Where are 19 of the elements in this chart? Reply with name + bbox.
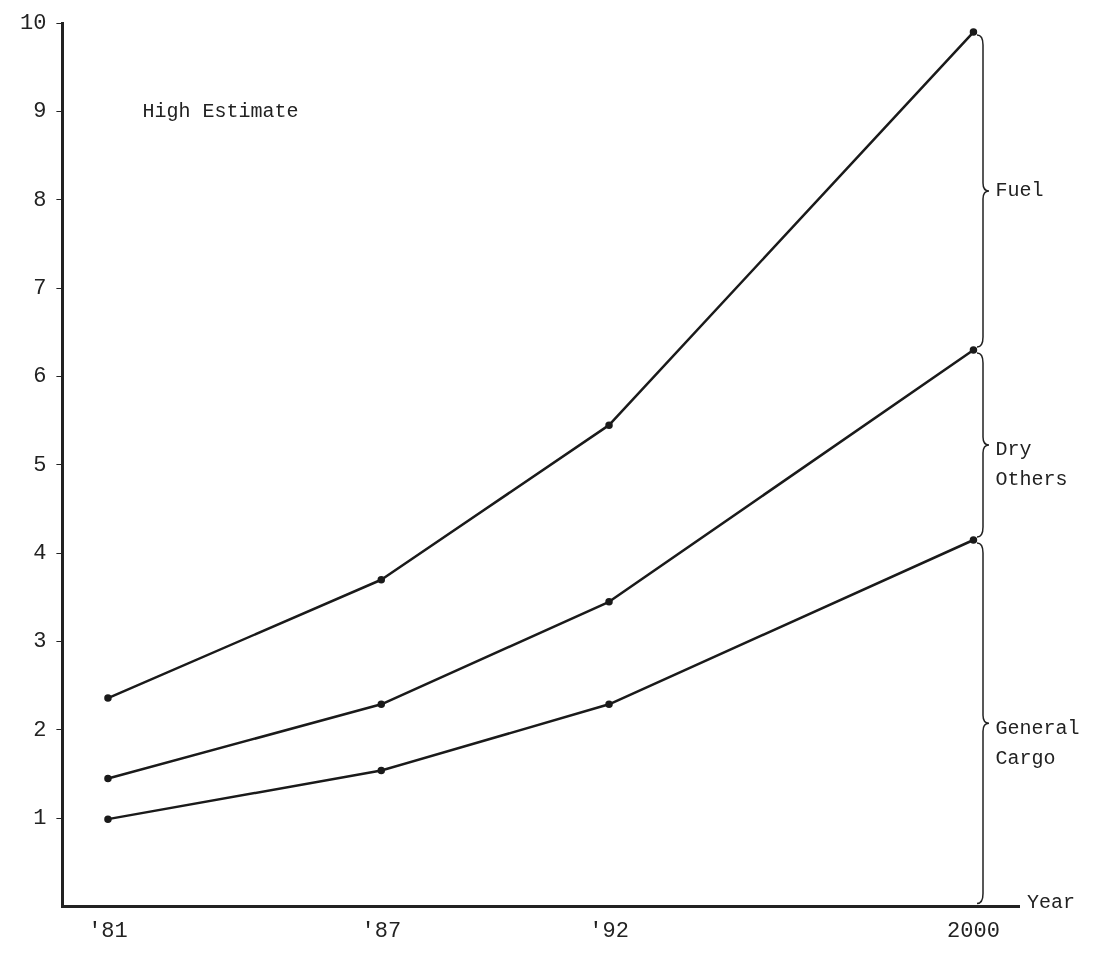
y-tick-label: 8 <box>33 187 47 213</box>
annotation: High Estimate <box>142 99 299 123</box>
y-tick-label: 5 <box>33 452 47 478</box>
annotation: Fuel <box>995 179 1044 203</box>
y-tick-label: 1 <box>33 806 47 832</box>
x-tick-label: '92 <box>589 918 629 944</box>
annotation: General Cargo <box>995 716 1080 770</box>
x-tick-label: '87 <box>361 918 402 944</box>
y-tick-label: 10 <box>20 11 47 37</box>
y-tick-label: 4 <box>33 541 47 567</box>
y-tick-label: 3 <box>33 629 47 655</box>
annotation: Dry Others <box>995 438 1068 492</box>
x-tick-label: '81 <box>88 918 128 944</box>
y-tick-label: 7 <box>33 276 47 302</box>
y-tick-label: 9 <box>33 99 47 125</box>
y-tick-label: 6 <box>33 364 47 390</box>
y-tick-label: 2 <box>33 717 47 743</box>
x-tick-label: 2000 <box>947 918 1000 944</box>
x-axis-title: Year <box>1027 890 1076 914</box>
